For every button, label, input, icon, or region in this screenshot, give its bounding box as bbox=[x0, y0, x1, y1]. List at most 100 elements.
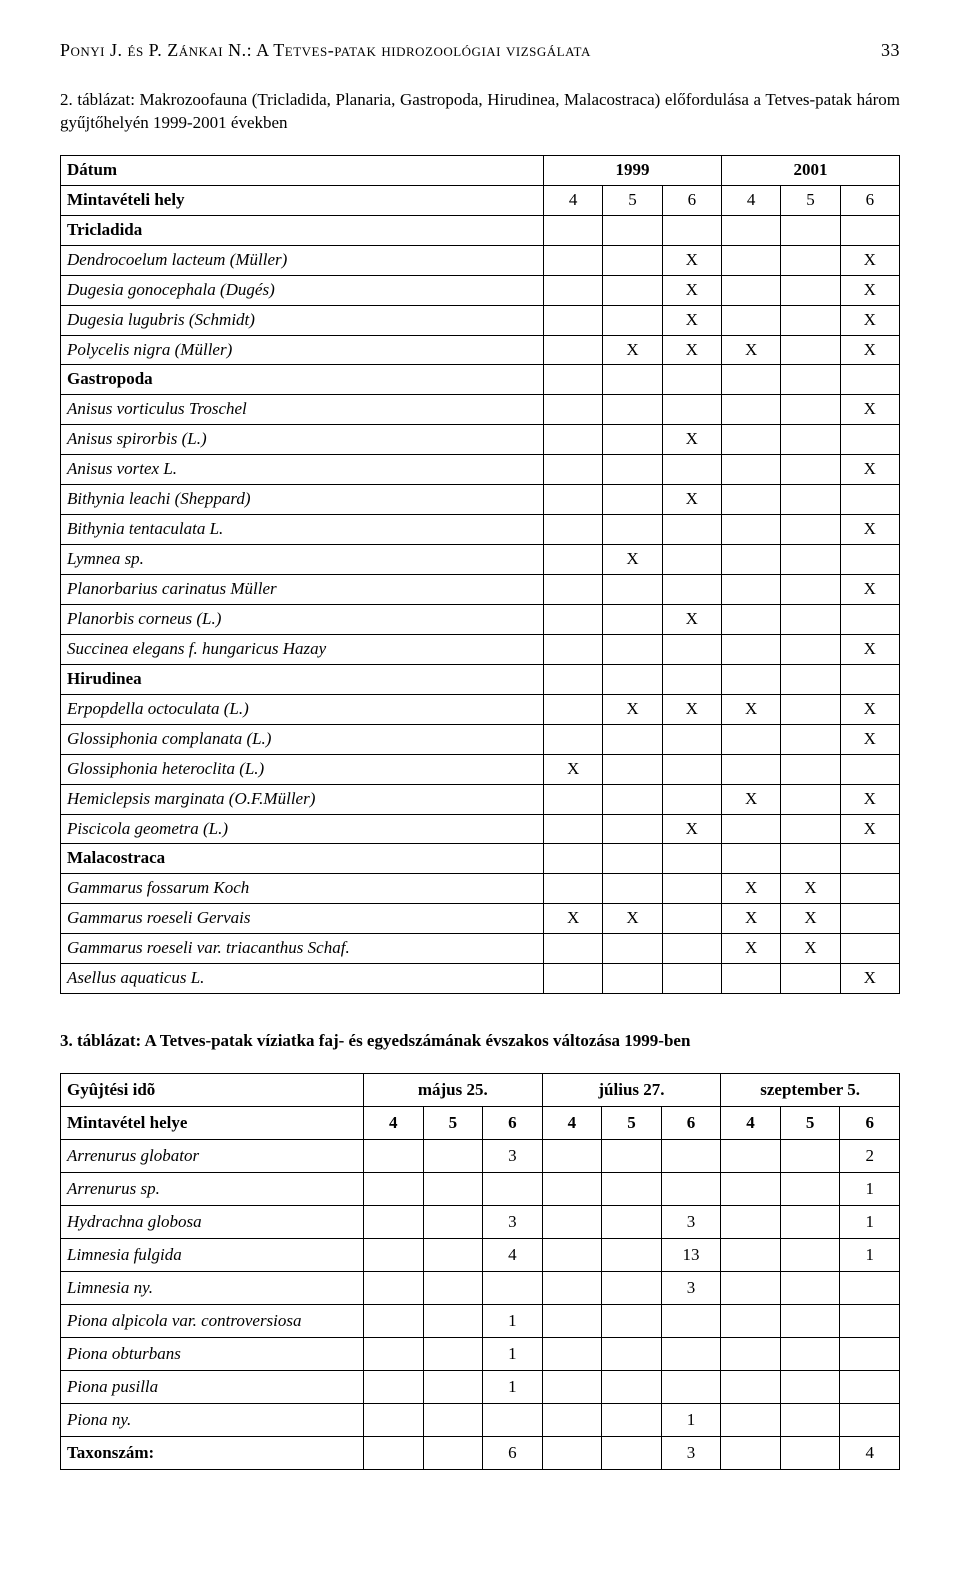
t2-row-label: Piona ny. bbox=[61, 1404, 364, 1437]
t1-cell: X bbox=[840, 814, 899, 844]
t1-cell bbox=[721, 634, 780, 664]
t1-cell bbox=[603, 425, 662, 455]
t1-cell bbox=[781, 724, 840, 754]
t2-cell bbox=[721, 1140, 781, 1173]
t2-cell bbox=[602, 1404, 662, 1437]
t1-cell bbox=[781, 694, 840, 724]
t1-cell: X bbox=[840, 305, 899, 335]
t1-cell: X bbox=[544, 754, 603, 784]
t2-cell bbox=[721, 1206, 781, 1239]
t2-cell: 3 bbox=[483, 1140, 543, 1173]
t1-row-label: Gammarus roeseli Gervais bbox=[61, 904, 544, 934]
t1-cell bbox=[544, 425, 603, 455]
t2-cell bbox=[364, 1305, 424, 1338]
t1-cell bbox=[781, 964, 840, 994]
t1-cell bbox=[781, 754, 840, 784]
t1-cell bbox=[840, 664, 899, 694]
t2-cell bbox=[661, 1173, 721, 1206]
t1-cell bbox=[721, 724, 780, 754]
t1-cell bbox=[603, 245, 662, 275]
t2-row-label: Limnesia fulgida bbox=[61, 1239, 364, 1272]
t2-cell bbox=[423, 1272, 483, 1305]
t2-row-label: Piona alpicola var. controversiosa bbox=[61, 1305, 364, 1338]
t2-date: május 25. bbox=[364, 1074, 543, 1107]
t2-cell bbox=[364, 1239, 424, 1272]
t2-cell: 1 bbox=[840, 1206, 900, 1239]
t1-cell bbox=[721, 964, 780, 994]
t2-cell bbox=[423, 1173, 483, 1206]
t2-col-num: 6 bbox=[661, 1107, 721, 1140]
t1-cell bbox=[721, 754, 780, 784]
t2-cell bbox=[602, 1272, 662, 1305]
t2-row-label: Taxonszám: bbox=[61, 1437, 364, 1470]
table2: Gyûjtési idõmájus 25.július 27.szeptembe… bbox=[60, 1073, 900, 1470]
t2-date: július 27. bbox=[542, 1074, 721, 1107]
t1-cell bbox=[603, 724, 662, 754]
t1-row-label: Dugesia lugubris (Schmidt) bbox=[61, 305, 544, 335]
t1-cell bbox=[721, 814, 780, 844]
t1-cell: X bbox=[721, 934, 780, 964]
t1-cell bbox=[544, 395, 603, 425]
t1-cell bbox=[544, 575, 603, 605]
t1-cell bbox=[662, 934, 721, 964]
t1-cell bbox=[603, 814, 662, 844]
page-header: Ponyi J. és P. Zánkai N.: A Tetves-patak… bbox=[60, 40, 900, 61]
t2-cell bbox=[542, 1140, 602, 1173]
t1-cell bbox=[603, 575, 662, 605]
t2-cell: 1 bbox=[661, 1404, 721, 1437]
t2-date: szeptember 5. bbox=[721, 1074, 900, 1107]
t1-cell bbox=[603, 395, 662, 425]
t1-cell: X bbox=[662, 425, 721, 455]
t1-cell bbox=[840, 844, 899, 874]
t1-cell bbox=[603, 784, 662, 814]
t2-cell bbox=[423, 1305, 483, 1338]
t1-cell bbox=[603, 634, 662, 664]
t1-cell bbox=[781, 844, 840, 874]
t1-row-label: Gastropoda bbox=[61, 365, 544, 395]
t1-cell bbox=[544, 694, 603, 724]
t1-cell: X bbox=[840, 964, 899, 994]
t2-cell bbox=[780, 1404, 840, 1437]
t2-cell bbox=[721, 1404, 781, 1437]
t2-cell bbox=[661, 1371, 721, 1404]
t1-cell bbox=[721, 604, 780, 634]
t1-cell bbox=[721, 275, 780, 305]
t2-cell bbox=[483, 1173, 543, 1206]
t2-cell bbox=[721, 1239, 781, 1272]
t2-cell bbox=[661, 1338, 721, 1371]
t2-cell bbox=[840, 1338, 900, 1371]
t1-cell bbox=[603, 934, 662, 964]
t1-cell: X bbox=[840, 275, 899, 305]
t2-cell bbox=[364, 1140, 424, 1173]
t1-cell: X bbox=[781, 934, 840, 964]
t2-cell bbox=[364, 1173, 424, 1206]
t2-cell bbox=[483, 1272, 543, 1305]
header-left: Ponyi J. és P. Zánkai N.: A Tetves-patak… bbox=[60, 40, 591, 61]
t1-cell: X bbox=[781, 874, 840, 904]
t1-year: 1999 bbox=[544, 155, 722, 185]
t1-cell bbox=[840, 874, 899, 904]
t1-cell bbox=[721, 844, 780, 874]
t1-cell bbox=[781, 305, 840, 335]
t1-cell bbox=[721, 365, 780, 395]
t1-cell: X bbox=[603, 335, 662, 365]
t1-cell bbox=[781, 395, 840, 425]
t1-cell bbox=[662, 874, 721, 904]
t1-cell bbox=[721, 305, 780, 335]
t2-col-num: 4 bbox=[364, 1107, 424, 1140]
t1-cell bbox=[840, 545, 899, 575]
t1-row-label: Bithynia tentaculata L. bbox=[61, 515, 544, 545]
t2-cell bbox=[602, 1305, 662, 1338]
t1-col-num: 5 bbox=[781, 185, 840, 215]
t2-cell: 4 bbox=[483, 1239, 543, 1272]
t2-cell bbox=[364, 1338, 424, 1371]
t2-cell bbox=[602, 1173, 662, 1206]
t2-cell: 3 bbox=[661, 1272, 721, 1305]
t1-cell bbox=[603, 455, 662, 485]
t2-cell bbox=[721, 1305, 781, 1338]
t1-cell bbox=[603, 485, 662, 515]
t1-cell bbox=[781, 604, 840, 634]
t1-cell bbox=[662, 395, 721, 425]
t1-cell: X bbox=[603, 545, 662, 575]
t1-cell bbox=[781, 215, 840, 245]
